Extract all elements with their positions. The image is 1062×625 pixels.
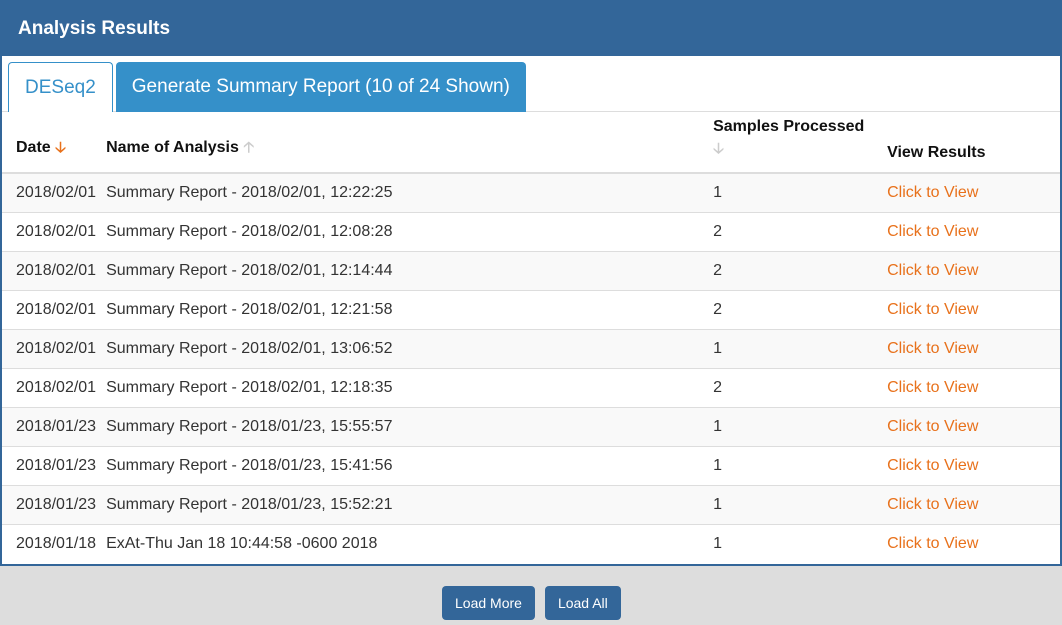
click-to-view-link[interactable]: Click to View [887, 222, 979, 240]
cell-date: 2018/02/01 [2, 367, 105, 407]
table-row: 2018/01/23 Summary Report - 2018/01/23, … [2, 445, 1060, 485]
table-row: 2018/02/01 Summary Report - 2018/02/01, … [2, 172, 1060, 212]
load-more-button[interactable]: Load More [442, 586, 535, 620]
cell-name: Summary Report - 2018/02/01, 12:18:35 [104, 367, 713, 407]
click-to-view-link[interactable]: Click to View [887, 534, 979, 552]
cell-name: Summary Report - 2018/01/23, 15:55:57 [104, 406, 713, 446]
cell-samples: 1 [712, 484, 887, 524]
cell-samples: 2 [712, 289, 887, 329]
cell-name: Summary Report - 2018/01/23, 15:52:21 [104, 484, 713, 524]
click-to-view-link[interactable]: Click to View [887, 456, 979, 474]
cell-name: Summary Report - 2018/02/01, 12:14:44 [104, 250, 713, 290]
table-row: 2018/01/23 Summary Report - 2018/01/23, … [2, 406, 1060, 446]
cell-date: 2018/01/18 [2, 523, 105, 563]
cell-samples: 2 [712, 211, 887, 251]
table-row: 2018/02/01 Summary Report - 2018/02/01, … [2, 328, 1060, 368]
tab-generate-summary-report[interactable]: Generate Summary Report (10 of 24 Shown) [115, 62, 526, 112]
cell-samples: 1 [712, 172, 887, 212]
cell-samples: 2 [712, 250, 887, 290]
table-row: 2018/02/01 Summary Report - 2018/02/01, … [2, 250, 1060, 290]
cell-samples: 1 [712, 523, 887, 563]
cell-date: 2018/02/01 [2, 211, 105, 251]
cell-date: 2018/02/01 [2, 250, 105, 290]
table-row: 2018/02/01 Summary Report - 2018/02/01, … [2, 289, 1060, 329]
click-to-view-link[interactable]: Click to View [887, 183, 979, 201]
tab-bar: DESeq2 Generate Summary Report (10 of 24… [2, 56, 1060, 112]
cell-date: 2018/01/23 [2, 484, 105, 524]
cell-name: Summary Report - 2018/01/23, 15:41:56 [104, 445, 713, 485]
table-row: 2018/02/01 Summary Report - 2018/02/01, … [2, 211, 1060, 251]
panel-title: Analysis Results [2, 0, 1060, 56]
cell-name: ExAt-Thu Jan 18 10:44:58 -0600 2018 [104, 523, 713, 563]
click-to-view-link[interactable]: Click to View [887, 300, 979, 318]
cell-samples: 1 [712, 406, 887, 446]
cell-name: Summary Report - 2018/02/01, 12:22:25 [104, 172, 713, 212]
click-to-view-link[interactable]: Click to View [887, 417, 979, 435]
column-samples[interactable]: Samples Processed 🡣 [712, 112, 887, 174]
cell-samples: 2 [712, 367, 887, 407]
cell-name: Summary Report - 2018/02/01, 12:08:28 [104, 211, 713, 251]
arrow-down-icon: 🡣 [55, 139, 66, 156]
column-date[interactable]: Date 🡣 [2, 112, 105, 174]
table-row: 2018/02/01 Summary Report - 2018/02/01, … [2, 367, 1060, 407]
cell-date: 2018/02/01 [2, 289, 105, 329]
table-row: 2018/01/23 Summary Report - 2018/01/23, … [2, 484, 1060, 524]
cell-date: 2018/01/23 [2, 445, 105, 485]
click-to-view-link[interactable]: Click to View [887, 339, 979, 357]
column-name[interactable]: Name of Analysis 🡡 [104, 112, 713, 174]
cell-name: Summary Report - 2018/02/01, 12:21:58 [104, 289, 713, 329]
arrow-down-icon: 🡣 [713, 140, 724, 157]
cell-samples: 1 [712, 445, 887, 485]
cell-date: 2018/02/01 [2, 328, 105, 368]
pagination-buttons: Load More Load All [442, 586, 621, 620]
results-table: Date 🡣 Name of Analysis 🡡 Samples Proces… [2, 112, 1060, 563]
click-to-view-link[interactable]: Click to View [887, 495, 979, 513]
cell-samples: 1 [712, 328, 887, 368]
click-to-view-link[interactable]: Click to View [887, 261, 979, 279]
cell-date: 2018/01/23 [2, 406, 105, 446]
tab-deseq2[interactable]: DESeq2 [8, 62, 113, 112]
cell-name: Summary Report - 2018/02/01, 13:06:52 [104, 328, 713, 368]
arrow-up-icon: 🡡 [243, 139, 255, 156]
analysis-results-panel: Analysis Results DESeq2 Generate Summary… [0, 0, 1062, 566]
click-to-view-link[interactable]: Click to View [887, 378, 979, 396]
cell-date: 2018/02/01 [2, 172, 105, 212]
load-all-button[interactable]: Load All [544, 586, 621, 620]
table-row: 2018/01/18 ExAt-Thu Jan 18 10:44:58 -060… [2, 523, 1060, 563]
column-view-results: View Results [886, 112, 1060, 174]
